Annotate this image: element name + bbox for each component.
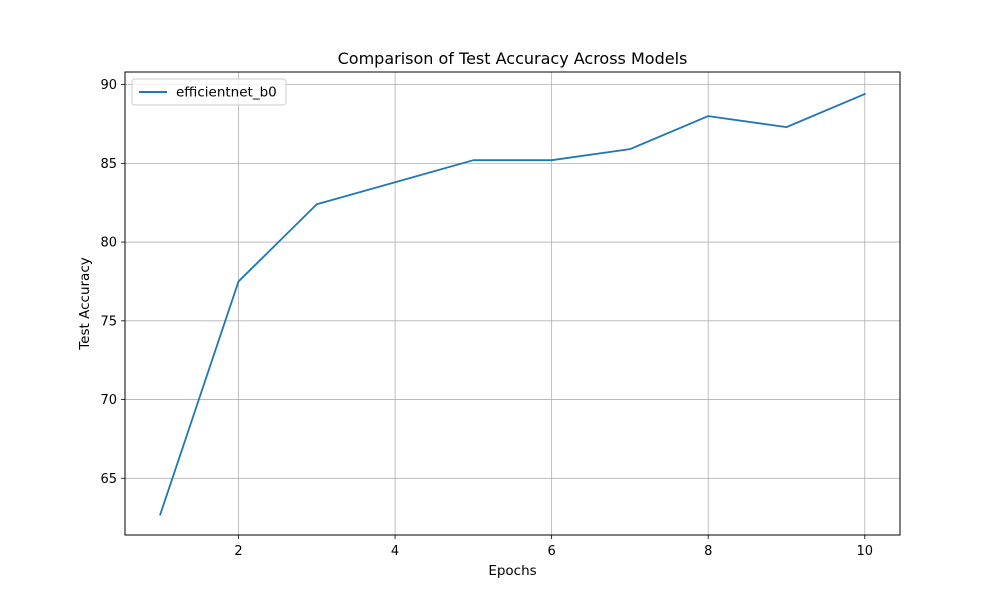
legend-box	[131, 78, 287, 106]
axis-ticks: 2 4 6 8 10 65 70 75 80 85 90	[100, 78, 873, 559]
y-tick-label: 85	[100, 157, 117, 172]
x-tick-label: 4	[391, 544, 399, 559]
x-tick-label: 2	[234, 544, 242, 559]
x-tick-label: 10	[856, 544, 873, 559]
data-series	[159, 92, 866, 516]
series-line	[159, 92, 866, 516]
legend-label: efficientnet_b0	[176, 85, 277, 101]
x-tick-label: 6	[548, 544, 556, 559]
y-tick-label: 90	[100, 78, 117, 93]
x-axis-label: Epochs	[488, 563, 536, 579]
y-tick-label: 80	[100, 236, 117, 251]
chart-title: Comparison of Test Accuracy Across Model…	[338, 49, 688, 68]
x-tick-label: 8	[704, 544, 712, 559]
y-axis-label: Test Accuracy	[77, 257, 93, 351]
plot-area-frame	[124, 71, 901, 536]
y-tick-label: 65	[100, 472, 117, 487]
y-tick-label: 70	[100, 393, 117, 408]
y-tick-label: 75	[100, 314, 117, 329]
legend: efficientnet_b0	[131, 78, 287, 106]
grid-lines	[125, 72, 900, 535]
